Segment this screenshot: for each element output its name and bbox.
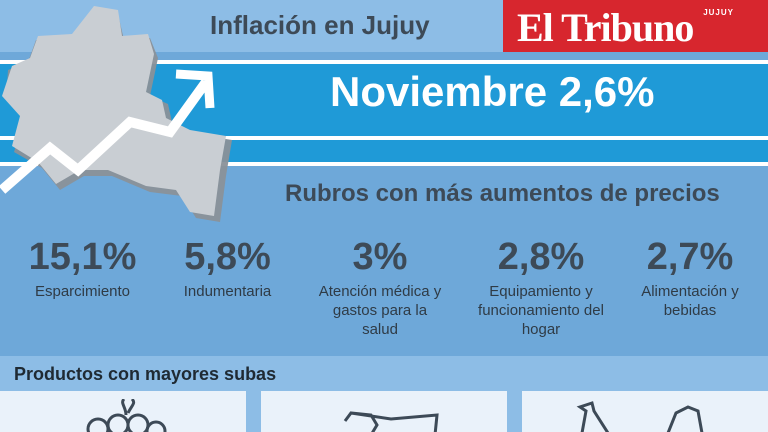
rubro-percent: 5,8% [184,236,271,278]
rubro-label: Indumentaria [183,283,272,300]
brand-logo: El Tribuno JUJUY [503,0,768,52]
section-title: Rubros con más aumentos de precios [285,180,720,207]
rubro-item: 5,8% Indumentaria [165,238,290,301]
rubro-percent: 3% [352,236,408,278]
rubro-percent: 2,7% [646,236,734,278]
page-title: Inflación en Jujuy [210,10,430,40]
rubro-item: 2,7% Alimentación y bebidas [630,238,750,320]
rubro-percent: 15,1% [28,236,137,278]
rubro-label: Equipamiento y funcionamiento del hogar [478,283,604,338]
rubro-item: 15,1% Esparcimiento [20,238,145,301]
rubro-label: Atención médica y gastos para la salud [318,283,442,338]
logo-text: El Tribuno [517,5,694,50]
rubro-item: 3% Atención médica y gastos para la salu… [315,238,445,339]
grapes-icon [86,399,167,432]
product-card [261,391,507,432]
rubro-label: Esparcimiento [34,283,131,300]
rubro-item: 2,8% Equipamiento y funcionamiento del h… [472,238,610,339]
bananas-icon [576,401,704,432]
products-title: Productos con mayores subas [14,364,277,384]
product-card [0,391,246,432]
product-card [522,391,768,432]
rubro-label: Alimentación y bebidas [641,283,739,319]
trend-arrow-icon [0,69,215,194]
glasses-icon [343,411,439,432]
jujuy-map-icon [2,6,232,222]
headline: Noviembre 2,6% [330,68,655,115]
logo-subtext: JUJUY [703,8,734,17]
rubro-percent: 2,8% [497,236,585,278]
